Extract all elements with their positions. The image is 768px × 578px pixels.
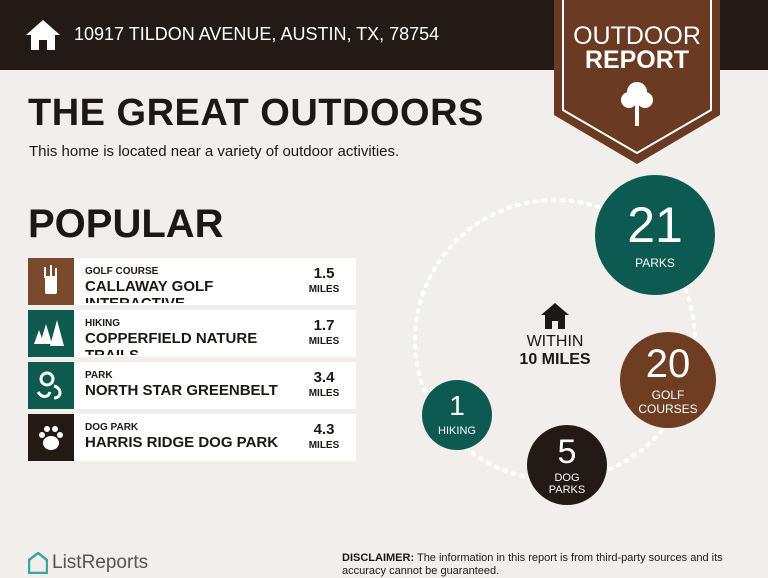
hiking-icon — [28, 310, 74, 357]
distance-unit: MILES — [308, 388, 340, 399]
place-name: CALLAWAY GOLF INTERACTIVE — [85, 278, 214, 303]
count: 1 — [449, 390, 465, 421]
place-row: HIKING COPPERFIELD NATURE TRAILS 1.7 MILE… — [28, 310, 356, 357]
place-row: GOLF COURSE CALLAWAY GOLF INTERACTIVE 1.… — [28, 258, 356, 305]
count-label: GOLF — [651, 388, 685, 402]
park-icon — [28, 362, 74, 409]
count-circle: 21 PARKS — [595, 175, 715, 295]
golf-icon — [28, 258, 74, 305]
disclaimer: DISCLAIMER: The information in this repo… — [342, 552, 742, 578]
badge-line: OUTDOOR — [573, 22, 701, 50]
disclaimer-label: DISCLAIMER: — [342, 552, 415, 564]
count-circle: 1 HIKING — [422, 380, 492, 450]
place-name: HARRIS RIDGE DOG PARK — [85, 434, 279, 451]
count-label: HIKING — [438, 425, 476, 437]
category: PARK — [85, 370, 113, 381]
category: HIKING — [85, 318, 120, 329]
distance: 1.5 — [313, 265, 335, 282]
subtitle: This home is located near a variety of o… — [29, 143, 400, 160]
home-icon — [541, 303, 569, 329]
section-heading: POPULAR — [28, 202, 224, 246]
distance: 1.7 — [313, 317, 335, 334]
count: 20 — [645, 342, 691, 386]
distance: 4.3 — [313, 421, 335, 438]
category: GOLF COURSE — [85, 266, 159, 277]
badge: OUTDOOR REPORT — [554, 0, 720, 164]
brand-name: ListReports — [52, 552, 149, 573]
place-name: COPPERFIELD NATURE TRAILS — [85, 330, 258, 355]
within-label: WITHIN 10 MILES — [495, 333, 615, 369]
count-circle: 20 GOLF COURSES — [620, 332, 716, 428]
count-label: DOG — [554, 471, 580, 484]
title: THE GREAT OUTDOORS — [28, 92, 484, 134]
brand-logo — [28, 552, 48, 574]
distance: 3.4 — [313, 369, 335, 386]
count-label: PARKS — [635, 256, 675, 270]
category: DOG PARK — [85, 422, 139, 433]
count: 21 — [627, 197, 683, 253]
place-row: DOG PARK HARRIS RIDGE DOG PARK 4.3 MILES — [28, 414, 356, 461]
distance-unit: MILES — [308, 284, 340, 295]
distance-unit: MILES — [308, 440, 340, 451]
home-icon — [26, 20, 60, 50]
disclaimer-text: The information in this report is from t… — [342, 552, 723, 577]
distance-unit: MILES — [308, 336, 340, 347]
count-circle: 5 DOG PARKS — [527, 425, 607, 505]
place-row: PARK NORTH STAR GREENBELT 3.4 MILES — [28, 362, 356, 409]
within-line: 10 MILES — [519, 351, 591, 368]
within-line: WITHIN — [526, 333, 584, 350]
dog-icon — [28, 414, 74, 461]
count-label: PARKS — [548, 483, 586, 496]
address: 10917 TILDON AVENUE, AUSTIN, TX, 78754 — [74, 24, 440, 44]
count-label: COURSES — [638, 402, 698, 416]
place-name: NORTH STAR GREENBELT — [85, 382, 278, 399]
count: 5 — [557, 432, 577, 471]
badge-line: REPORT — [585, 46, 689, 74]
